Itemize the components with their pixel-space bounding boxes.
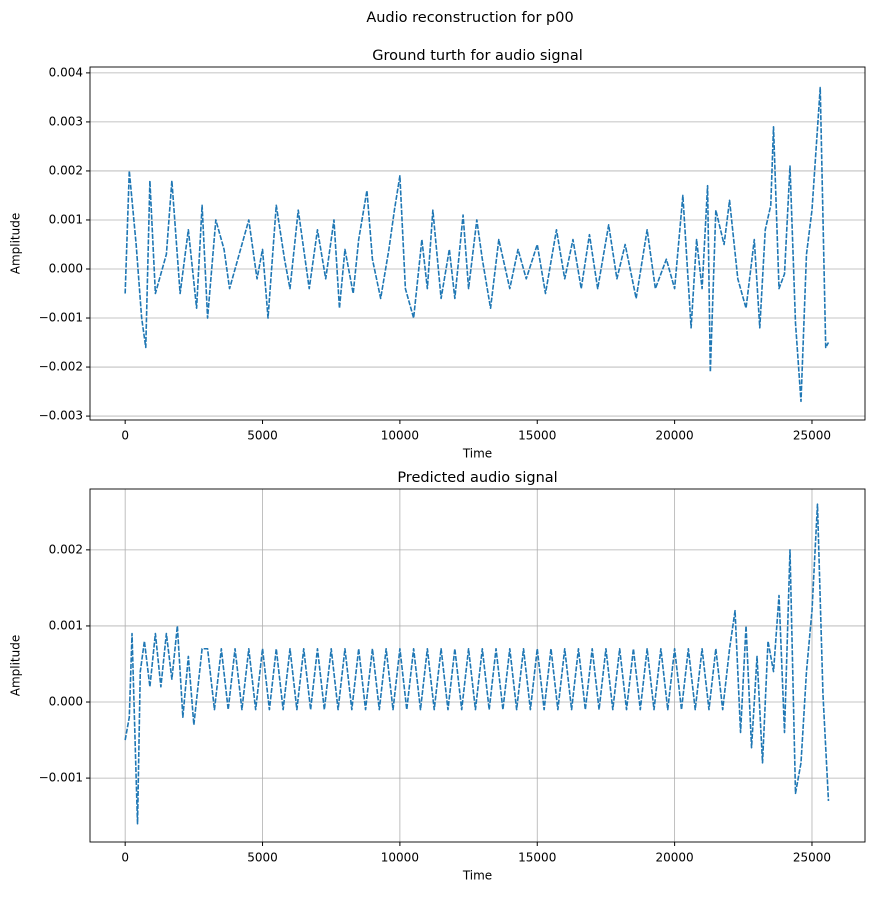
x-axis-label: Time <box>462 447 492 461</box>
x-tick-label: 20000 <box>656 429 694 443</box>
signal-line <box>124 86 830 403</box>
axes-title: Predicted audio signal <box>397 470 557 486</box>
y-tick-label: 0.003 <box>49 114 83 128</box>
x-tick-label: 25000 <box>793 851 831 865</box>
y-tick-label: 0.002 <box>49 542 83 556</box>
y-tick-label: 0.002 <box>49 163 83 177</box>
y-tick-label: 0.000 <box>49 261 83 275</box>
x-tick-label: 5000 <box>247 851 278 865</box>
x-tick-label: 15000 <box>518 429 556 443</box>
y-tick-label: 0.000 <box>49 695 83 709</box>
x-axis-label: Time <box>462 869 492 883</box>
axes-frame <box>89 66 866 421</box>
y-tick-label: −0.001 <box>39 771 83 785</box>
x-tick-label: 25000 <box>793 429 831 443</box>
y-tick-label: 0.001 <box>49 618 83 632</box>
y-axis-label: Amplitude <box>9 213 23 275</box>
x-tick-label: 10000 <box>381 851 419 865</box>
figure-title: Audio reconstruction for p00 <box>366 10 573 26</box>
x-tick-label: 20000 <box>656 851 694 865</box>
x-tick-label: 0 <box>121 429 129 443</box>
y-tick-label: −0.003 <box>39 409 83 423</box>
y-tick-label: −0.001 <box>39 311 83 325</box>
y-tick-label: 0.001 <box>49 212 83 226</box>
x-tick-label: 10000 <box>381 429 419 443</box>
signal-line <box>124 503 830 825</box>
y-axis-label: Amplitude <box>9 635 23 697</box>
y-tick-label: 0.004 <box>49 65 83 79</box>
x-tick-label: 0 <box>121 851 129 865</box>
axes-title: Ground turth for audio signal <box>372 48 583 64</box>
x-tick-label: 5000 <box>247 429 278 443</box>
y-tick-label: −0.002 <box>39 360 83 374</box>
axes-frame <box>89 488 866 843</box>
x-tick-label: 15000 <box>518 851 556 865</box>
